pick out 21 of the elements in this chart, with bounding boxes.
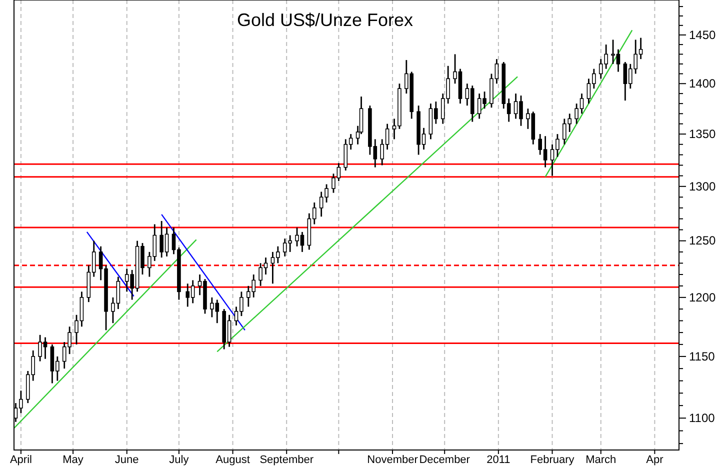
x-tick-label: November <box>367 454 418 466</box>
x-tick-label: February <box>530 454 575 466</box>
x-tick-label: July <box>169 454 190 466</box>
x-tick-label: June <box>114 454 139 466</box>
y-tick-label: 1400 <box>689 76 716 90</box>
x-tick-label: May <box>62 454 84 466</box>
y-tick-label: 1350 <box>689 126 716 141</box>
y-tick-label: 1100 <box>689 410 716 425</box>
y-tick-label: 1300 <box>689 179 716 194</box>
x-tick-label: December <box>419 454 470 466</box>
x-tick-label: Apr <box>646 454 664 466</box>
x-tick-label: April <box>10 454 32 466</box>
text: Gold US$/Unze Forex <box>236 10 414 30</box>
x-tick-label: August <box>216 454 250 466</box>
x-tick-label: March <box>586 454 616 466</box>
y-tick-label: 1150 <box>689 349 716 364</box>
x-tick-label: 2011 <box>486 454 510 466</box>
x-tick-label: September <box>260 454 314 466</box>
y-tick-label: 1450 <box>689 28 716 42</box>
y-tick-label: 1250 <box>689 234 716 248</box>
y-tick-label: 1200 <box>689 290 716 304</box>
